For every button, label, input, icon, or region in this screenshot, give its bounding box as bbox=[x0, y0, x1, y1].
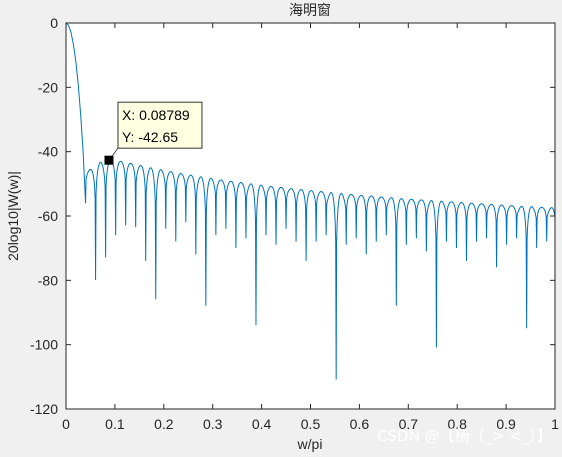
x-tick-label: 0.1 bbox=[105, 416, 125, 432]
datatip-y-text: Y: -42.65 bbox=[122, 129, 178, 145]
watermark: CSDN @【杨（_> <_）】 bbox=[377, 427, 552, 446]
x-tick-label: 1 bbox=[551, 416, 559, 432]
datatip[interactable]: X: 0.08789 Y: -42.65 bbox=[104, 101, 203, 165]
x-tick-label: 0.4 bbox=[252, 416, 272, 432]
plot-area bbox=[66, 23, 555, 409]
x-axis: 0 0.1 0.2 0.3 0.4 0.5 0.6 0.7 0.8 0.9 1 bbox=[62, 23, 559, 432]
y-tick-label: -120 bbox=[30, 401, 58, 417]
x-tick-label: 0.2 bbox=[154, 416, 174, 432]
datatip-box[interactable] bbox=[117, 101, 203, 149]
datatip-marker[interactable] bbox=[104, 155, 114, 165]
x-tick-label: 0.6 bbox=[350, 416, 370, 432]
x-tick-label: 0.5 bbox=[301, 416, 321, 432]
x-tick-label: 0.9 bbox=[496, 416, 516, 432]
y-axis-label: 20log10|W(w)| bbox=[5, 171, 21, 261]
y-tick-label: -60 bbox=[38, 208, 58, 224]
y-tick-label: -80 bbox=[38, 272, 58, 288]
data-line bbox=[65, 22, 556, 380]
x-tick-label: 0.8 bbox=[447, 416, 467, 432]
x-tick-label: 0.3 bbox=[203, 416, 223, 432]
y-tick-label: -40 bbox=[38, 144, 58, 160]
y-tick-label: -20 bbox=[38, 79, 58, 95]
x-tick-label: 0.7 bbox=[399, 416, 419, 432]
y-tick-label: -100 bbox=[30, 337, 58, 353]
y-axis: 0 -20 -40 -60 -80 -100 -120 bbox=[30, 15, 555, 417]
y-tick-label: 0 bbox=[50, 15, 58, 31]
datatip-x-text: X: 0.08789 bbox=[122, 107, 190, 123]
x-tick-label: 0 bbox=[62, 416, 70, 432]
x-axis-label: w/pi bbox=[297, 436, 323, 452]
chart-title: 海明窗 bbox=[289, 2, 331, 19]
